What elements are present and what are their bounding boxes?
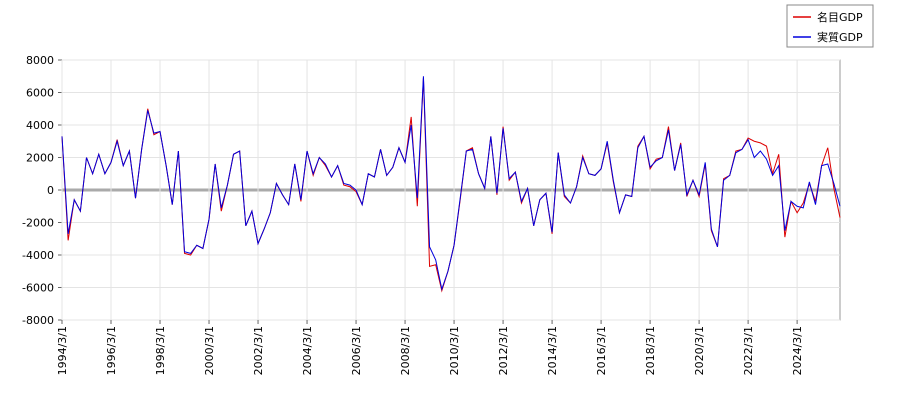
legend-box bbox=[786, 4, 874, 48]
x-tick-label: 2008/3/1 bbox=[399, 326, 412, 375]
y-tick-label: 0 bbox=[47, 184, 54, 197]
y-tick-label: 6000 bbox=[26, 87, 54, 100]
x-tick-label: 2022/3/1 bbox=[742, 326, 755, 375]
x-tick-label: 2014/3/1 bbox=[546, 326, 559, 375]
x-tick-label: 1996/3/1 bbox=[105, 326, 118, 375]
x-tick-label: 1998/3/1 bbox=[154, 326, 167, 375]
x-tick-label: 2020/3/1 bbox=[693, 326, 706, 375]
x-tick-label: 2004/3/1 bbox=[301, 326, 314, 375]
x-tick-label: 2024/3/1 bbox=[791, 326, 804, 375]
x-tick-label: 2012/3/1 bbox=[497, 326, 510, 375]
x-tick-label: 2018/3/1 bbox=[644, 326, 657, 375]
y-tick-label: 8000 bbox=[26, 54, 54, 67]
y-tick-label: -8000 bbox=[22, 314, 54, 327]
x-tick-label: 2000/3/1 bbox=[203, 326, 216, 375]
legend-label: 名目GDP bbox=[817, 10, 863, 24]
y-tick-label: 2000 bbox=[26, 152, 54, 165]
x-tick-label: 2016/3/1 bbox=[595, 326, 608, 375]
y-tick-label: 4000 bbox=[26, 119, 54, 132]
y-tick-label: -2000 bbox=[22, 217, 54, 230]
line-series bbox=[61, 76, 841, 292]
x-tick-label: 1994/3/1 bbox=[56, 326, 69, 375]
y-tick-label: -4000 bbox=[22, 249, 54, 262]
x-tick-label: 2006/3/1 bbox=[350, 326, 363, 375]
legend-label: 実質GDP bbox=[817, 30, 863, 44]
y-tick-label: -6000 bbox=[22, 282, 54, 295]
x-tick-label: 2010/3/1 bbox=[448, 326, 461, 375]
x-tick-label: 2002/3/1 bbox=[252, 326, 265, 375]
